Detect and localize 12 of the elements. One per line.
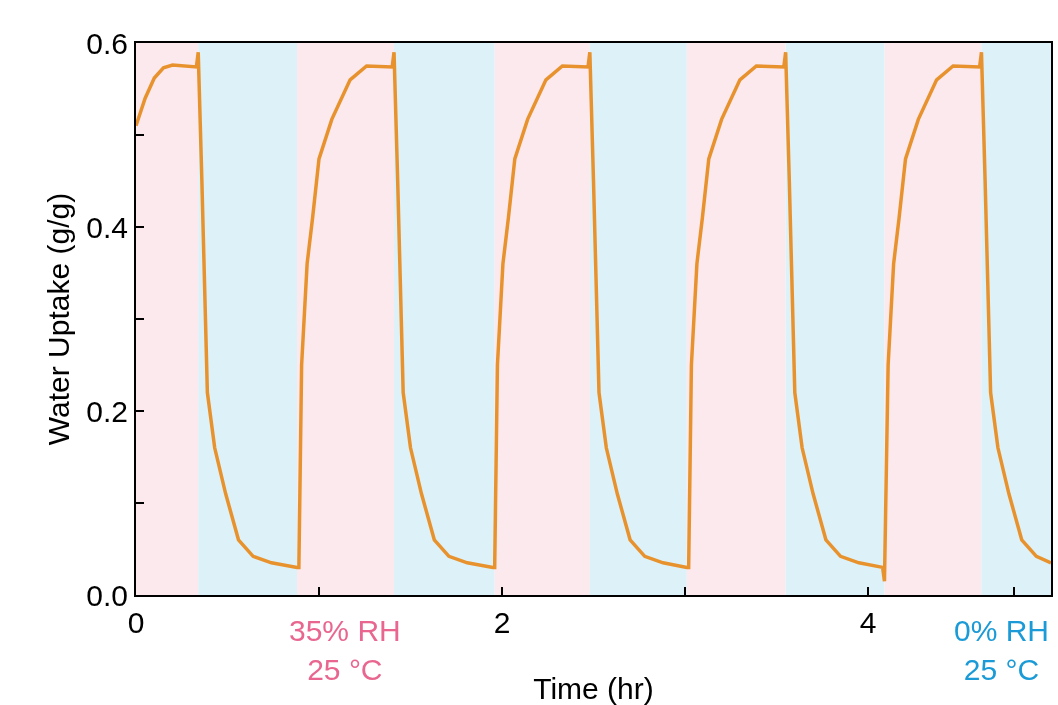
text: 0% RH 25 °C	[954, 614, 1050, 686]
line-series	[136, 50, 1051, 583]
text: 35% RH 25 °C	[289, 614, 401, 686]
x-tick-label: 0	[127, 606, 145, 639]
y-tick-label: 0.4	[86, 210, 128, 244]
y-tick-label: 0.0	[86, 578, 128, 612]
x-axis-title: Time (hr)	[533, 672, 654, 705]
y-tick-label: 0.2	[86, 394, 128, 428]
y-tick-label: 0.6	[86, 26, 128, 60]
x-tick-label: 2	[493, 606, 511, 639]
x-tick-label: 4	[859, 606, 877, 639]
y-axis-title: Water Uptake (g/g)	[41, 192, 75, 446]
